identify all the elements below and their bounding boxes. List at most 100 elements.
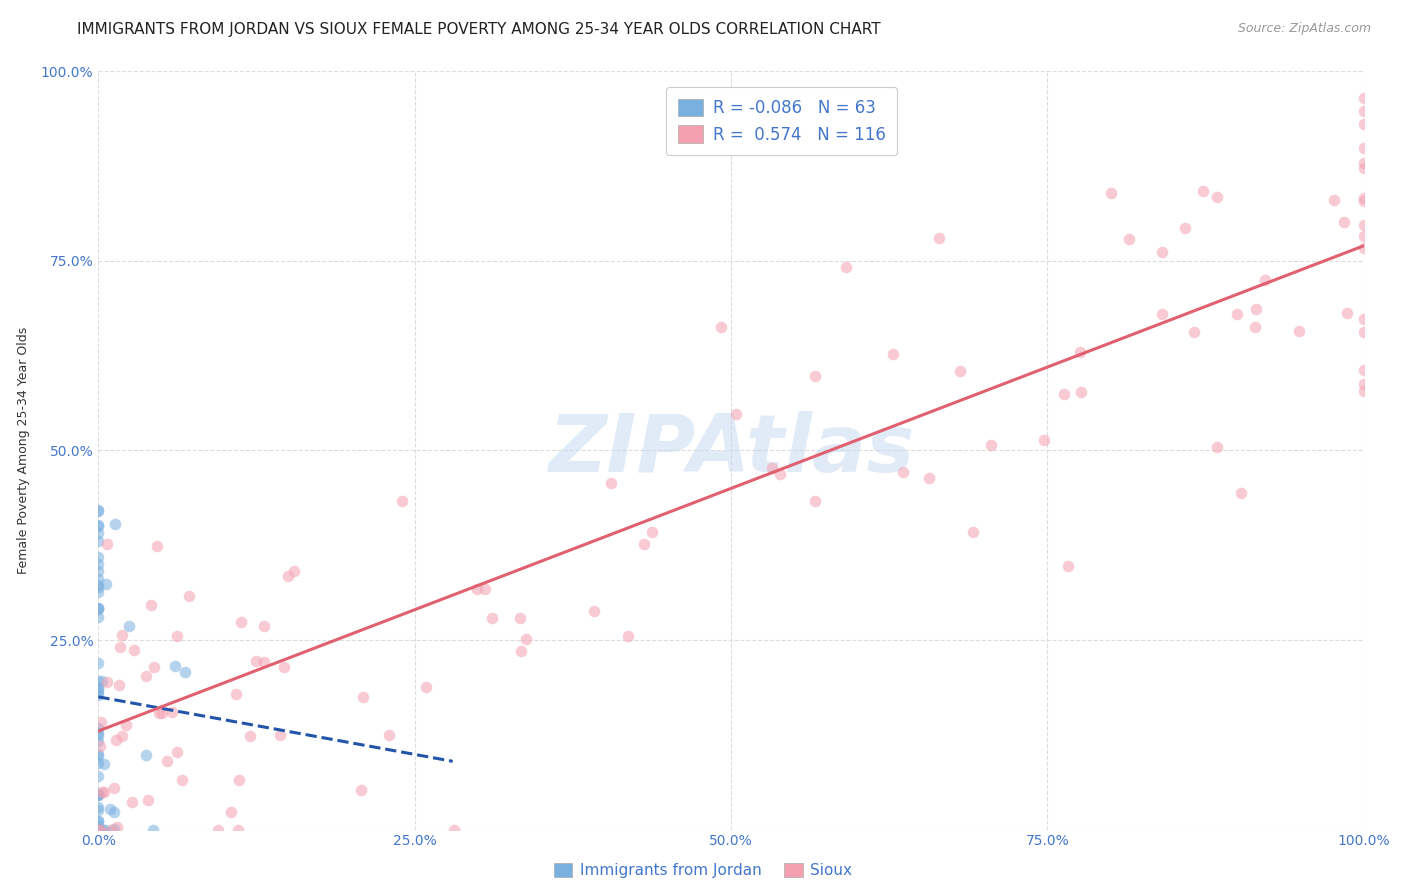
Point [87,504,110,518]
Point [1353,228,1375,243]
Point [121,795,143,809]
Point [273,660,295,674]
Point [1032,433,1054,447]
Point [352,690,374,704]
Point [1253,273,1275,287]
Point [245,655,267,669]
Point [89,822,111,837]
Point [1353,194,1375,209]
Point [509,610,531,624]
Point [172,773,194,788]
Point [93,822,115,837]
Point [600,475,623,490]
Point [87,601,110,615]
Point [156,754,179,768]
Text: Source: ZipAtlas.com: Source: ZipAtlas.com [1237,22,1371,36]
Point [949,364,972,378]
Point [87,578,110,592]
Point [1099,186,1122,201]
Point [115,717,138,731]
Point [1118,232,1140,246]
Point [87,822,110,837]
Point [804,368,827,383]
Point [87,814,110,829]
Point [87,814,110,828]
Point [1353,91,1375,105]
Point [87,728,110,742]
Point [87,822,110,837]
Point [93,785,115,799]
Point [1353,141,1375,155]
Point [93,756,115,771]
Point [89,822,111,837]
Point [87,503,110,517]
Point [139,598,162,612]
Point [87,817,110,831]
Point [148,706,170,720]
Point [1206,440,1229,454]
Point [1353,376,1375,391]
Point [882,346,904,360]
Point [1353,242,1375,256]
Point [87,525,110,540]
Point [96,537,118,551]
Point [1191,184,1213,198]
Point [1353,362,1375,376]
Point [90,714,112,729]
Point [87,681,110,696]
Point [761,460,783,475]
Point [87,517,110,532]
Point [96,675,118,690]
Point [93,822,115,837]
Point [253,655,276,669]
Point [239,729,262,743]
Point [87,656,110,670]
Point [1353,384,1375,398]
Point [962,525,984,540]
Point [1353,191,1375,205]
Point [1230,486,1253,500]
Point [87,799,110,814]
Point [1336,306,1358,320]
Point [103,822,125,836]
Point [253,618,276,632]
Point [165,659,187,673]
Point [87,564,110,578]
Point [87,726,110,740]
Point [231,615,253,629]
Point [1243,319,1265,334]
Point [87,681,110,695]
Point [142,822,165,837]
Point [835,260,858,274]
Point [803,494,825,508]
Point [108,678,131,692]
Point [616,629,638,643]
Point [87,685,110,699]
Point [980,438,1002,452]
Point [1322,194,1344,208]
Point [87,601,110,615]
Point [515,632,537,647]
Point [89,739,111,753]
Point [105,732,128,747]
Point [583,604,606,618]
Point [1353,161,1375,176]
Point [173,665,195,680]
Point [87,822,110,837]
Point [377,728,399,742]
Point [104,517,127,532]
Point [1182,326,1205,340]
Point [226,822,249,837]
Point [177,589,200,603]
Point [103,805,125,820]
Point [87,734,110,748]
Point [1288,324,1310,338]
Point [87,688,110,702]
Point [103,781,125,796]
Point [1057,558,1080,573]
Text: IMMIGRANTS FROM JORDAN VS SIOUX FEMALE POVERTY AMONG 25-34 YEAR OLDS CORRELATION: IMMIGRANTS FROM JORDAN VS SIOUX FEMALE P… [77,22,882,37]
Point [87,721,110,735]
Point [87,822,110,837]
Point [87,580,110,594]
Point [283,564,305,578]
